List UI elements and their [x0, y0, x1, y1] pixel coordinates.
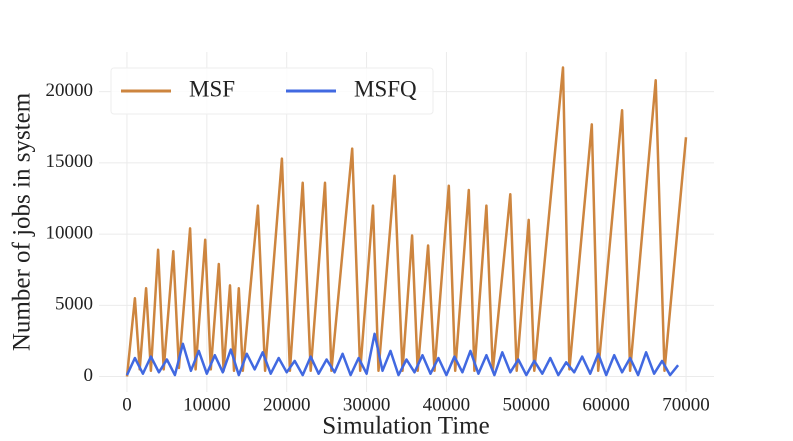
y-tick-label: 5000: [55, 294, 93, 315]
legend-box: [110, 67, 434, 115]
x-axis-label: Simulation Time: [322, 413, 489, 440]
x-tick-label: 10000: [183, 394, 231, 415]
line: [125, 66, 688, 377]
legend-label: MSFQ: [354, 76, 417, 101]
legend: MSF MSFQ: [110, 67, 434, 115]
y-tick-label: 20000: [46, 80, 94, 101]
x-tick-label: 70000: [662, 394, 710, 415]
x-tick-label: 50000: [503, 394, 551, 415]
x-tick-label: 20000: [263, 394, 311, 415]
y-tick-label: 10000: [46, 222, 94, 243]
y-axis-label: Number of jobs in system: [9, 92, 36, 351]
y-tick-label: 15000: [46, 151, 94, 172]
line: [125, 332, 680, 377]
y-tick-label: 0: [84, 365, 94, 386]
x-tick-label: 40000: [423, 394, 471, 415]
x-tick-label: 30000: [343, 394, 391, 415]
legend-label: MSF: [189, 76, 235, 101]
x-tick-label: 0: [122, 394, 132, 415]
x-tick-label: 60000: [582, 394, 630, 415]
